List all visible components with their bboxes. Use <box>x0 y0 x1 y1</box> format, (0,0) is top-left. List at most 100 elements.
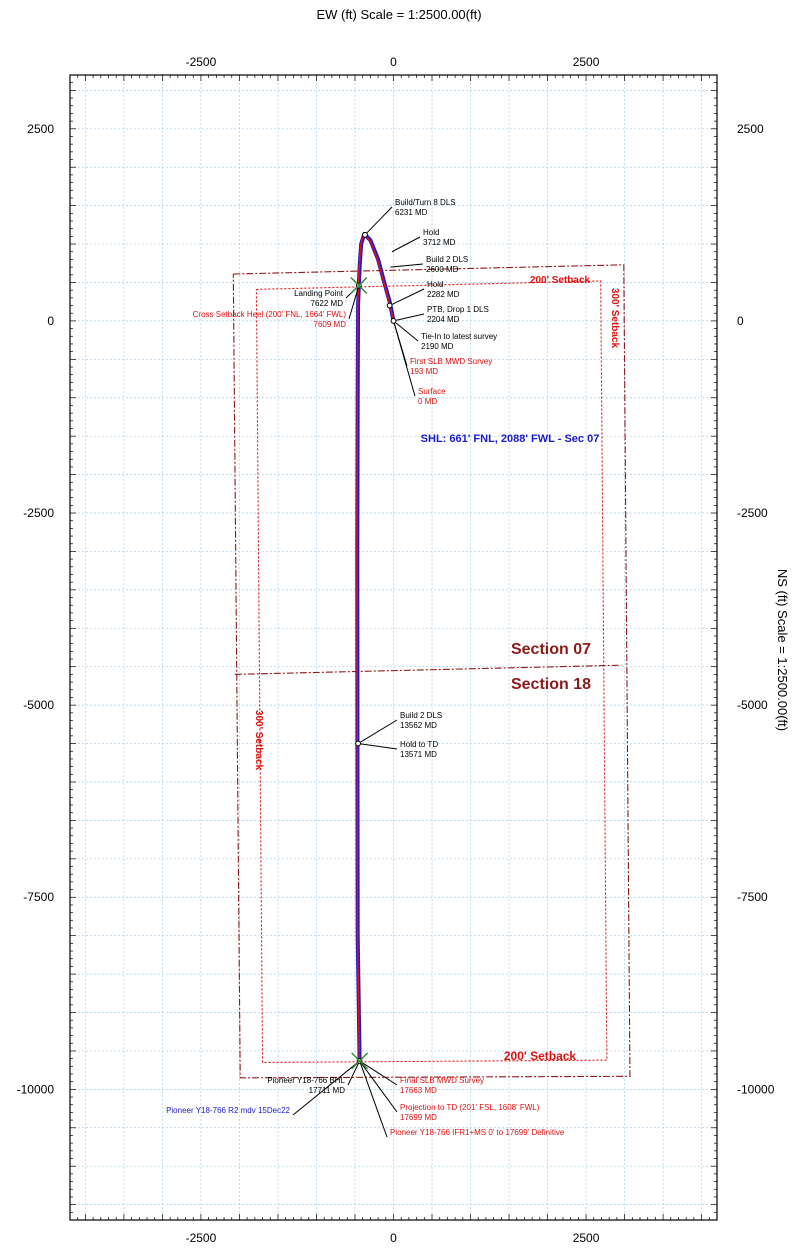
annotation-leader <box>357 743 398 750</box>
annotation-line: 6231 MD <box>395 208 428 217</box>
setback-300-left-label: 300' Setback <box>253 710 264 771</box>
annotation-label: Tie-In to latest survey 2190 MD <box>421 332 497 351</box>
annotation-line: PTB, Drop 1 DLS <box>427 305 489 314</box>
setback-boundary <box>255 280 608 1064</box>
setback-200-top-label: 200' Setback <box>530 275 591 286</box>
annotation-line: 193 MD <box>410 367 438 376</box>
shl-label: SHL: 661' FNL, 2088' FWL - Sec 07 <box>421 433 600 445</box>
target-marker <box>351 1052 369 1070</box>
y-tick-label-left: 2500 <box>27 122 54 136</box>
y-tick-label-right: 2500 <box>737 122 764 136</box>
annotation-line: Pioneer Y18-766 IFR1+MS 0' to 17699' Def… <box>390 1128 565 1137</box>
y-tick-label-right: -2500 <box>737 506 768 520</box>
annotation-line: 13562 MD <box>400 721 437 730</box>
annotation-label: Pioneer Y18-766 BHL 17711 MD <box>267 1076 345 1095</box>
annotation-label: Final SLB MWD Survey 17663 MD <box>400 1076 484 1095</box>
axis-tick-labels: -2500 -2500 0 0 2500 2500 2500 2500 0 0 -2500 -2500… <box>17 55 775 1245</box>
y-tick-label-right: -7500 <box>737 890 768 904</box>
series-line-1 <box>356 233 395 1062</box>
x-tick-label-top: -2500 <box>186 55 217 69</box>
y-tick-label-right: -5000 <box>737 698 768 712</box>
annotation-label: Build 2 DLS 13562 MD <box>400 711 442 730</box>
x-tick-label-bottom: 2500 <box>573 1231 600 1245</box>
annotation-line: 2204 MD <box>427 315 460 324</box>
annotation-label: Build 2 DLS 2600 MD <box>426 255 468 274</box>
annotation-label: First SLB MWD Survey 193 MD <box>410 357 492 376</box>
annotation-label: Pioneer Y18-766 R2 mdv 15Dec22 <box>166 1106 290 1115</box>
annotation-leader <box>348 285 360 320</box>
annotation-line: 13571 MD <box>400 750 437 759</box>
annotation-label: Build/Turn 8 DLS 6231 MD <box>395 198 456 217</box>
wellpath-series <box>355 232 396 1062</box>
survey-station-marker <box>355 740 361 747</box>
annotation-line: Hold <box>423 228 439 237</box>
x-tick-label-top: 2500 <box>573 55 600 69</box>
annotation-line: 2282 MD <box>427 290 460 299</box>
annotation-line: Pioneer Y18-766 BHL <box>267 1076 345 1085</box>
x-tick-label-top: 0 <box>390 55 397 69</box>
survey-station-marker <box>386 302 393 309</box>
annotation-line: 7622 MD <box>311 299 344 308</box>
annotation-line: Cross Setback Heel (200' FNL, 1664' FWL) <box>193 310 347 319</box>
annotation-line: 2600 MD <box>426 265 459 274</box>
annotation-label: Hold to TD 13571 MD <box>400 740 438 759</box>
annotation-leader <box>393 320 416 397</box>
survey-station-marker <box>390 318 397 324</box>
annotation-line: 7609 MD <box>314 320 347 329</box>
annotation-line: 0 MD <box>418 397 437 406</box>
annotation-leader <box>292 1060 360 1116</box>
annotation-leader <box>393 313 425 322</box>
annotation-line: First SLB MWD Survey <box>410 357 492 366</box>
section-07-label: Section 07 <box>511 641 591 658</box>
y-tick-label-left: -7500 <box>23 890 54 904</box>
annotation-leader <box>391 236 421 253</box>
annotation-line: 17699 MD <box>400 1113 437 1122</box>
annotation-leader <box>357 719 398 744</box>
annotation-label: Surface 0 MD <box>418 387 446 406</box>
annotation-leader <box>347 1060 361 1086</box>
section-18-label: Section 18 <box>511 676 591 693</box>
y-tick-label-right: -10000 <box>737 1082 775 1096</box>
annotation-label: Landing Point 7622 MD <box>294 289 344 308</box>
annotation-line: Hold to TD <box>400 740 438 749</box>
setback-200-bottom-label: 200' Setback <box>504 1049 577 1063</box>
annotation-line: Landing Point <box>294 289 344 298</box>
annotation-line: Pioneer Y18-766 R2 mdv 15Dec22 <box>166 1106 290 1115</box>
section-lines <box>232 264 631 1079</box>
grid-lines <box>70 75 717 1220</box>
annotation-line: 17711 MD <box>309 1086 346 1095</box>
annotation-line: Final SLB MWD Survey <box>400 1076 484 1085</box>
annotation-line: Surface <box>418 387 446 396</box>
x-axis-title: EW (ft) Scale = 1:2500.00(ft) <box>316 7 481 22</box>
annotation-line: Build/Turn 8 DLS <box>395 198 456 207</box>
x-tick-label-bottom: -2500 <box>186 1231 217 1245</box>
annotation-line: 3712 MD <box>423 238 456 247</box>
annotation-line: Projection to TD (201' FSL, 1608' FWL) <box>400 1103 540 1112</box>
plot-frame <box>69 74 718 1221</box>
annotation-label: Hold 2282 MD <box>427 280 460 299</box>
annotation-line: Build 2 DLS <box>400 711 442 720</box>
target-marker <box>350 277 368 295</box>
setback-300-right-label: 300' Setback <box>609 288 620 349</box>
section-outer-boundary <box>232 264 631 1079</box>
survey-station-marker <box>362 231 368 238</box>
annotation-line: 2190 MD <box>421 342 454 351</box>
annotation-leader <box>364 206 393 236</box>
annotation-leader <box>389 288 425 306</box>
annotation-leader <box>393 320 419 342</box>
annotation-label: Hold 3712 MD <box>423 228 456 247</box>
annotation-label: Projection to TD (201' FSL, 1608' FWL) 17… <box>400 1103 540 1122</box>
y-tick-label-left: -10000 <box>17 1082 55 1096</box>
annotation-leader <box>359 1060 398 1086</box>
y-axis-title: NS (ft) Scale = 1:2500.00(ft) <box>775 569 790 731</box>
y-tick-label-left: -2500 <box>23 506 54 520</box>
annotation-label: Pioneer Y18-766 IFR1+MS 0' to 17699' Def… <box>390 1128 565 1137</box>
annotation-line: 17663 MD <box>400 1086 437 1095</box>
annotation-leader <box>359 1060 398 1113</box>
annotation-line: Tie-In to latest survey <box>421 332 497 341</box>
annotation-label: PTB, Drop 1 DLS 2204 MD <box>427 305 489 324</box>
annotation-line: Hold <box>427 280 443 289</box>
y-tick-label-left: 0 <box>47 314 54 328</box>
annotation-line: Build 2 DLS <box>426 255 468 264</box>
